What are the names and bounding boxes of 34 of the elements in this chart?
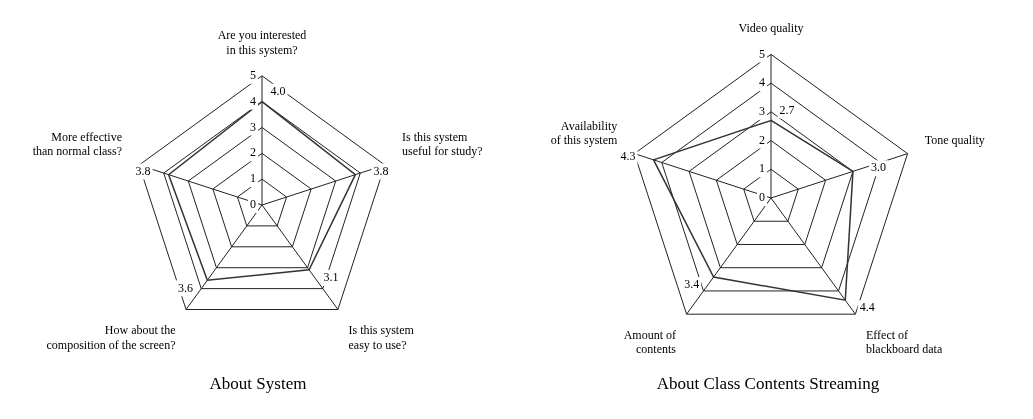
- y-tick-label: 4: [250, 93, 256, 108]
- spoke-label: Is this system useful for study?: [402, 130, 483, 159]
- spoke-label: Is this system easy to use?: [348, 323, 415, 352]
- spoke-label: Effect of blackboard data: [865, 328, 943, 357]
- y-tick-label: 2: [250, 145, 256, 160]
- spoke-label: Video quality: [738, 21, 804, 36]
- data-label: 3.6: [177, 280, 193, 295]
- y-tick-label: 4: [759, 75, 765, 90]
- spoke-label: Are you interested in this system?: [217, 28, 307, 57]
- y-tick-label: 5: [759, 46, 765, 61]
- y-tick-label: 1: [250, 171, 256, 186]
- y-tick-label: 3: [759, 104, 765, 118]
- y-tick-label: 0: [759, 190, 765, 205]
- data-label: 3.0: [870, 160, 886, 175]
- data-label: 3.1: [323, 270, 339, 285]
- data-label: 3.8: [135, 163, 151, 178]
- y-tick-label: 2: [759, 132, 765, 147]
- y-tick-label: 1: [759, 161, 765, 176]
- y-tick-label: 5: [250, 67, 256, 82]
- spoke-label: Amount of contents: [623, 328, 677, 357]
- data-label: 3.8: [373, 163, 389, 178]
- text: About Class Contents Streaming: [656, 374, 880, 394]
- text: About System: [209, 374, 307, 394]
- data-label: 3.4: [684, 277, 700, 292]
- data-label: 4.4: [859, 300, 875, 315]
- spoke-label: Availability of this system: [550, 118, 618, 148]
- y-tick-label: 0: [250, 197, 256, 212]
- spoke-label: More effective than normal class?: [32, 130, 122, 159]
- spoke-label: Tone quality: [924, 133, 985, 148]
- data-label: 4.3: [620, 148, 636, 163]
- data-label: 2.7: [779, 102, 795, 117]
- data-label: 4.0: [270, 83, 286, 98]
- y-tick-label: 3: [250, 119, 256, 134]
- spoke-label: How about the composition of the screen?: [46, 323, 176, 352]
